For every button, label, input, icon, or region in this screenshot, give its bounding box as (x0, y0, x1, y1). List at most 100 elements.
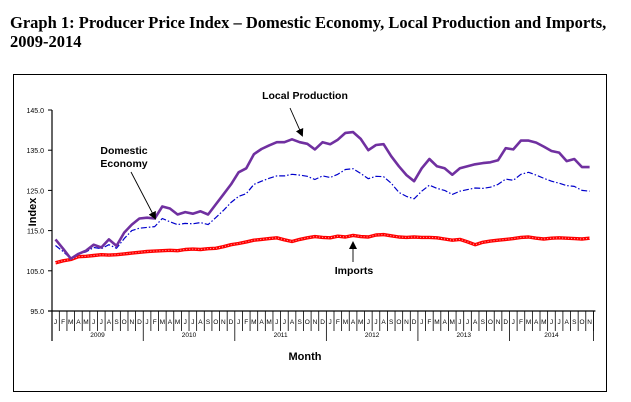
y-tick-label: 115.0 (27, 229, 44, 236)
month-tick-label: D (320, 319, 325, 326)
month-tick-label: J (283, 319, 286, 326)
month-tick-label: M (343, 319, 348, 326)
month-tick-label: N (404, 319, 409, 326)
month-tick-label: O (122, 319, 127, 326)
arrow-local-production (289, 107, 304, 137)
month-tick-label: M (175, 319, 180, 326)
month-tick-label: J (557, 319, 560, 326)
month-tick-label: J (275, 319, 278, 326)
month-tick-label: J (458, 319, 461, 326)
month-tick-label: N (496, 319, 501, 326)
month-tick-label: F (427, 319, 431, 326)
month-tick-label: S (389, 319, 394, 326)
month-tick-label: J (512, 319, 515, 326)
month-tick-label: J (367, 319, 370, 326)
month-tick-label: A (442, 319, 447, 326)
series-texture-imports (55, 234, 590, 264)
month-tick-label: J (54, 319, 57, 326)
month-tick-label: F (244, 319, 248, 326)
y-axis-label: Index (27, 197, 39, 227)
y-tick-label: 125.0 (26, 188, 44, 195)
month-tick-label: D (137, 319, 142, 326)
month-tick-label: N (587, 319, 592, 326)
month-tick-label: A (473, 319, 478, 326)
annotation-imports: Imports (335, 265, 374, 277)
y-tick-label: 145.0 (26, 108, 44, 115)
month-tick-label: M (526, 319, 531, 326)
month-tick-label: M (434, 319, 439, 326)
x-axis-label: Month (289, 351, 322, 363)
month-tick-label: J (466, 319, 469, 326)
month-tick-label: A (198, 319, 203, 326)
month-tick-label: O (305, 319, 310, 326)
month-tick-label: J (100, 319, 103, 326)
month-tick-label: A (565, 319, 570, 326)
month-tick-label: S (114, 319, 119, 326)
chart-title: Graph 1: Producer Price Index – Domestic… (10, 13, 620, 51)
year-label: 2013 (456, 332, 471, 339)
month-tick-label: J (420, 319, 423, 326)
arrow-domestic-economy (130, 171, 156, 220)
chart-title-line-1: Graph 1: Producer Price Index – Domestic… (10, 13, 607, 32)
month-tick-label: O (579, 319, 584, 326)
month-tick-label: M (251, 319, 256, 326)
month-tick-label: J (191, 319, 194, 326)
annotation-domestic-economy-line-1: Domestic (100, 145, 147, 157)
month-tick-label: N (129, 319, 134, 326)
month-tick-label: M (358, 319, 363, 326)
y-tick-label: 95.0 (30, 309, 44, 316)
month-tick-label: A (107, 319, 112, 326)
month-tick-label: S (572, 319, 577, 326)
month-tick-label: F (153, 319, 157, 326)
month-tick-label: J (329, 319, 332, 326)
year-label: 2011 (274, 332, 288, 339)
month-tick-label: D (229, 319, 234, 326)
month-tick-label: M (450, 319, 455, 326)
month-tick-label: S (297, 319, 302, 326)
month-tick-label: N (313, 319, 318, 326)
month-tick-label: A (290, 319, 295, 326)
month-tick-label: D (503, 319, 508, 326)
chart-title-line-2: 2009-2014 (10, 32, 82, 51)
month-tick-label: F (61, 319, 65, 326)
month-tick-label: J (237, 319, 240, 326)
series-line-domestic-economy (55, 168, 590, 260)
month-tick-label: O (213, 319, 218, 326)
month-tick-label: J (374, 319, 377, 326)
month-tick-label: F (336, 319, 340, 326)
annotation-domestic-economy-line-2: Economy (100, 158, 147, 170)
month-tick-label: M (68, 319, 73, 326)
y-tick-label: 135.0 (26, 148, 44, 155)
y-tick-label: 105.0 (26, 269, 44, 276)
month-tick-label: J (145, 319, 148, 326)
series-layer (54, 130, 590, 265)
month-tick-label: J (184, 319, 187, 326)
month-tick-label: A (259, 319, 264, 326)
month-tick-label: A (351, 319, 356, 326)
year-label: 2012 (365, 332, 380, 339)
series-line-local-production (54, 130, 590, 261)
month-tick-label: J (550, 319, 553, 326)
annotation-local-production: Local Production (262, 90, 348, 102)
month-tick-label: N (221, 319, 226, 326)
month-tick-label: A (168, 319, 173, 326)
month-tick-label: J (92, 319, 95, 326)
month-tick-label: S (481, 319, 486, 326)
month-tick-label: M (83, 319, 88, 326)
month-tick-label: S (206, 319, 211, 326)
year-label: 2014 (544, 332, 559, 339)
series-line-imports (55, 232, 590, 265)
month-tick-label: M (541, 319, 546, 326)
month-tick-label: A (534, 319, 539, 326)
year-label: 2010 (182, 332, 197, 339)
month-tick-label: D (412, 319, 417, 326)
month-tick-label: O (488, 319, 493, 326)
month-tick-label: A (76, 319, 81, 326)
month-tick-label: M (160, 319, 165, 326)
month-tick-label: F (519, 319, 523, 326)
month-tick-label: O (396, 319, 401, 326)
chart-frame (13, 74, 607, 392)
